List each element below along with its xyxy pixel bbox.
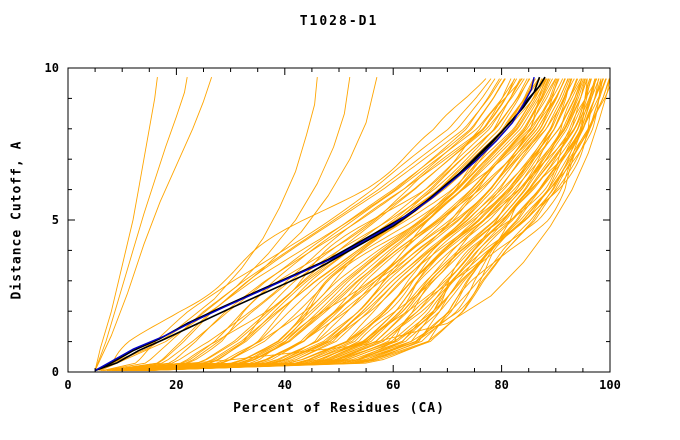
tick-label: 10 xyxy=(45,61,59,75)
tick-label: 100 xyxy=(599,378,621,392)
tick-label: 60 xyxy=(386,378,400,392)
tick-label: 20 xyxy=(169,378,183,392)
chart-title: T1028-D1 xyxy=(299,14,379,29)
tick-label: 5 xyxy=(52,213,59,227)
tick-label: 0 xyxy=(52,365,59,379)
tick-label: 80 xyxy=(494,378,508,392)
x-axis-label: Percent of Residues (CA) xyxy=(233,401,445,416)
tick-label: 0 xyxy=(64,378,71,392)
tick-label: 40 xyxy=(278,378,292,392)
